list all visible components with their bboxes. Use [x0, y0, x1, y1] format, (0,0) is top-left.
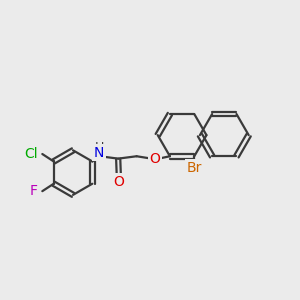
- Text: F: F: [29, 184, 37, 198]
- Text: N: N: [94, 146, 104, 160]
- Text: Cl: Cl: [24, 147, 38, 161]
- Text: O: O: [150, 152, 160, 166]
- Text: Br: Br: [187, 160, 202, 175]
- Text: O: O: [113, 175, 124, 188]
- Text: H: H: [95, 141, 104, 154]
